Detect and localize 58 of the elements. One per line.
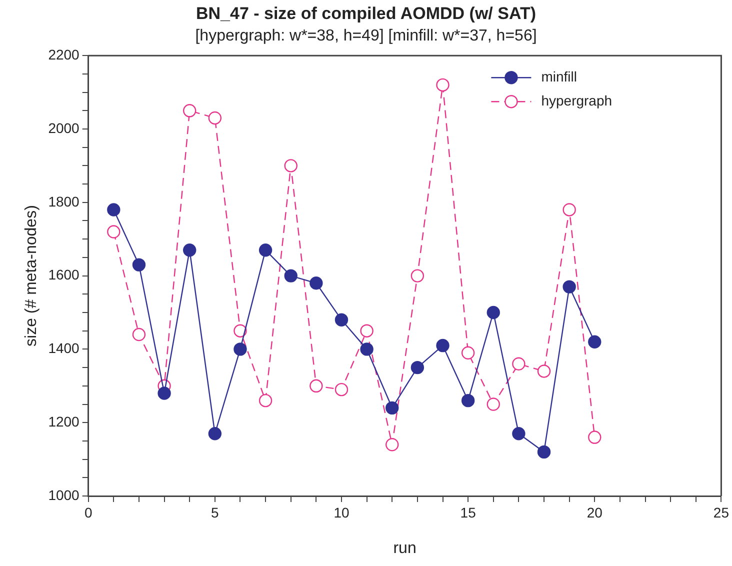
point	[258, 244, 272, 257]
point	[107, 225, 120, 238]
point	[208, 111, 222, 125]
point	[234, 324, 247, 338]
point	[258, 394, 272, 408]
point	[234, 342, 247, 356]
point	[486, 398, 500, 411]
point	[410, 269, 424, 282]
x-tick-label: 20	[586, 504, 603, 520]
legend-label: hypergraph	[541, 92, 612, 108]
point	[334, 313, 348, 326]
point	[334, 382, 348, 396]
point	[360, 324, 374, 338]
point	[284, 159, 298, 172]
point	[562, 203, 576, 216]
point	[537, 445, 551, 459]
y-tick-label: 1400	[48, 340, 80, 356]
chart-title: BN_47 - size of compiled AOMDD (w/ SAT)	[196, 4, 536, 23]
point	[436, 78, 450, 92]
point	[158, 386, 171, 400]
point	[183, 244, 196, 257]
x-tick-label: 0	[84, 504, 92, 520]
y-tick-label: 1800	[48, 193, 80, 210]
x-tick-label: 10	[334, 504, 350, 520]
point	[107, 203, 120, 216]
point	[486, 306, 500, 320]
point	[588, 335, 602, 348]
x-tick-label: 25	[713, 504, 730, 520]
y-tick-label: 1600	[48, 266, 80, 283]
x-axis-title: run	[393, 540, 416, 557]
point	[461, 394, 475, 408]
point	[386, 438, 399, 452]
point	[132, 328, 146, 342]
x-tick-label: 15	[460, 504, 476, 520]
point	[208, 427, 222, 440]
point	[284, 269, 298, 282]
point	[183, 104, 196, 118]
point	[461, 346, 475, 360]
point	[512, 357, 526, 370]
point	[588, 430, 602, 444]
point	[512, 427, 526, 440]
y-tick-label: 1000	[48, 486, 80, 503]
point	[537, 364, 551, 378]
point	[310, 276, 323, 290]
point	[436, 338, 450, 352]
y-tick-label: 2000	[48, 120, 80, 136]
y-axis-title: size (# meta-nodes)	[23, 205, 40, 346]
point	[562, 280, 576, 294]
y-tick-label: 2200	[48, 46, 80, 62]
point	[360, 342, 374, 356]
chart-subtitle: [hypergraph: w*=38, h=49] [minfill: w*=37, h=56]	[195, 27, 537, 44]
point	[386, 401, 399, 415]
legend-label: minfill	[541, 68, 577, 84]
x-tick-label: 5	[211, 504, 220, 520]
point	[310, 379, 323, 392]
point	[132, 258, 146, 272]
point	[410, 360, 424, 374]
y-tick-label: 1200	[48, 413, 80, 430]
